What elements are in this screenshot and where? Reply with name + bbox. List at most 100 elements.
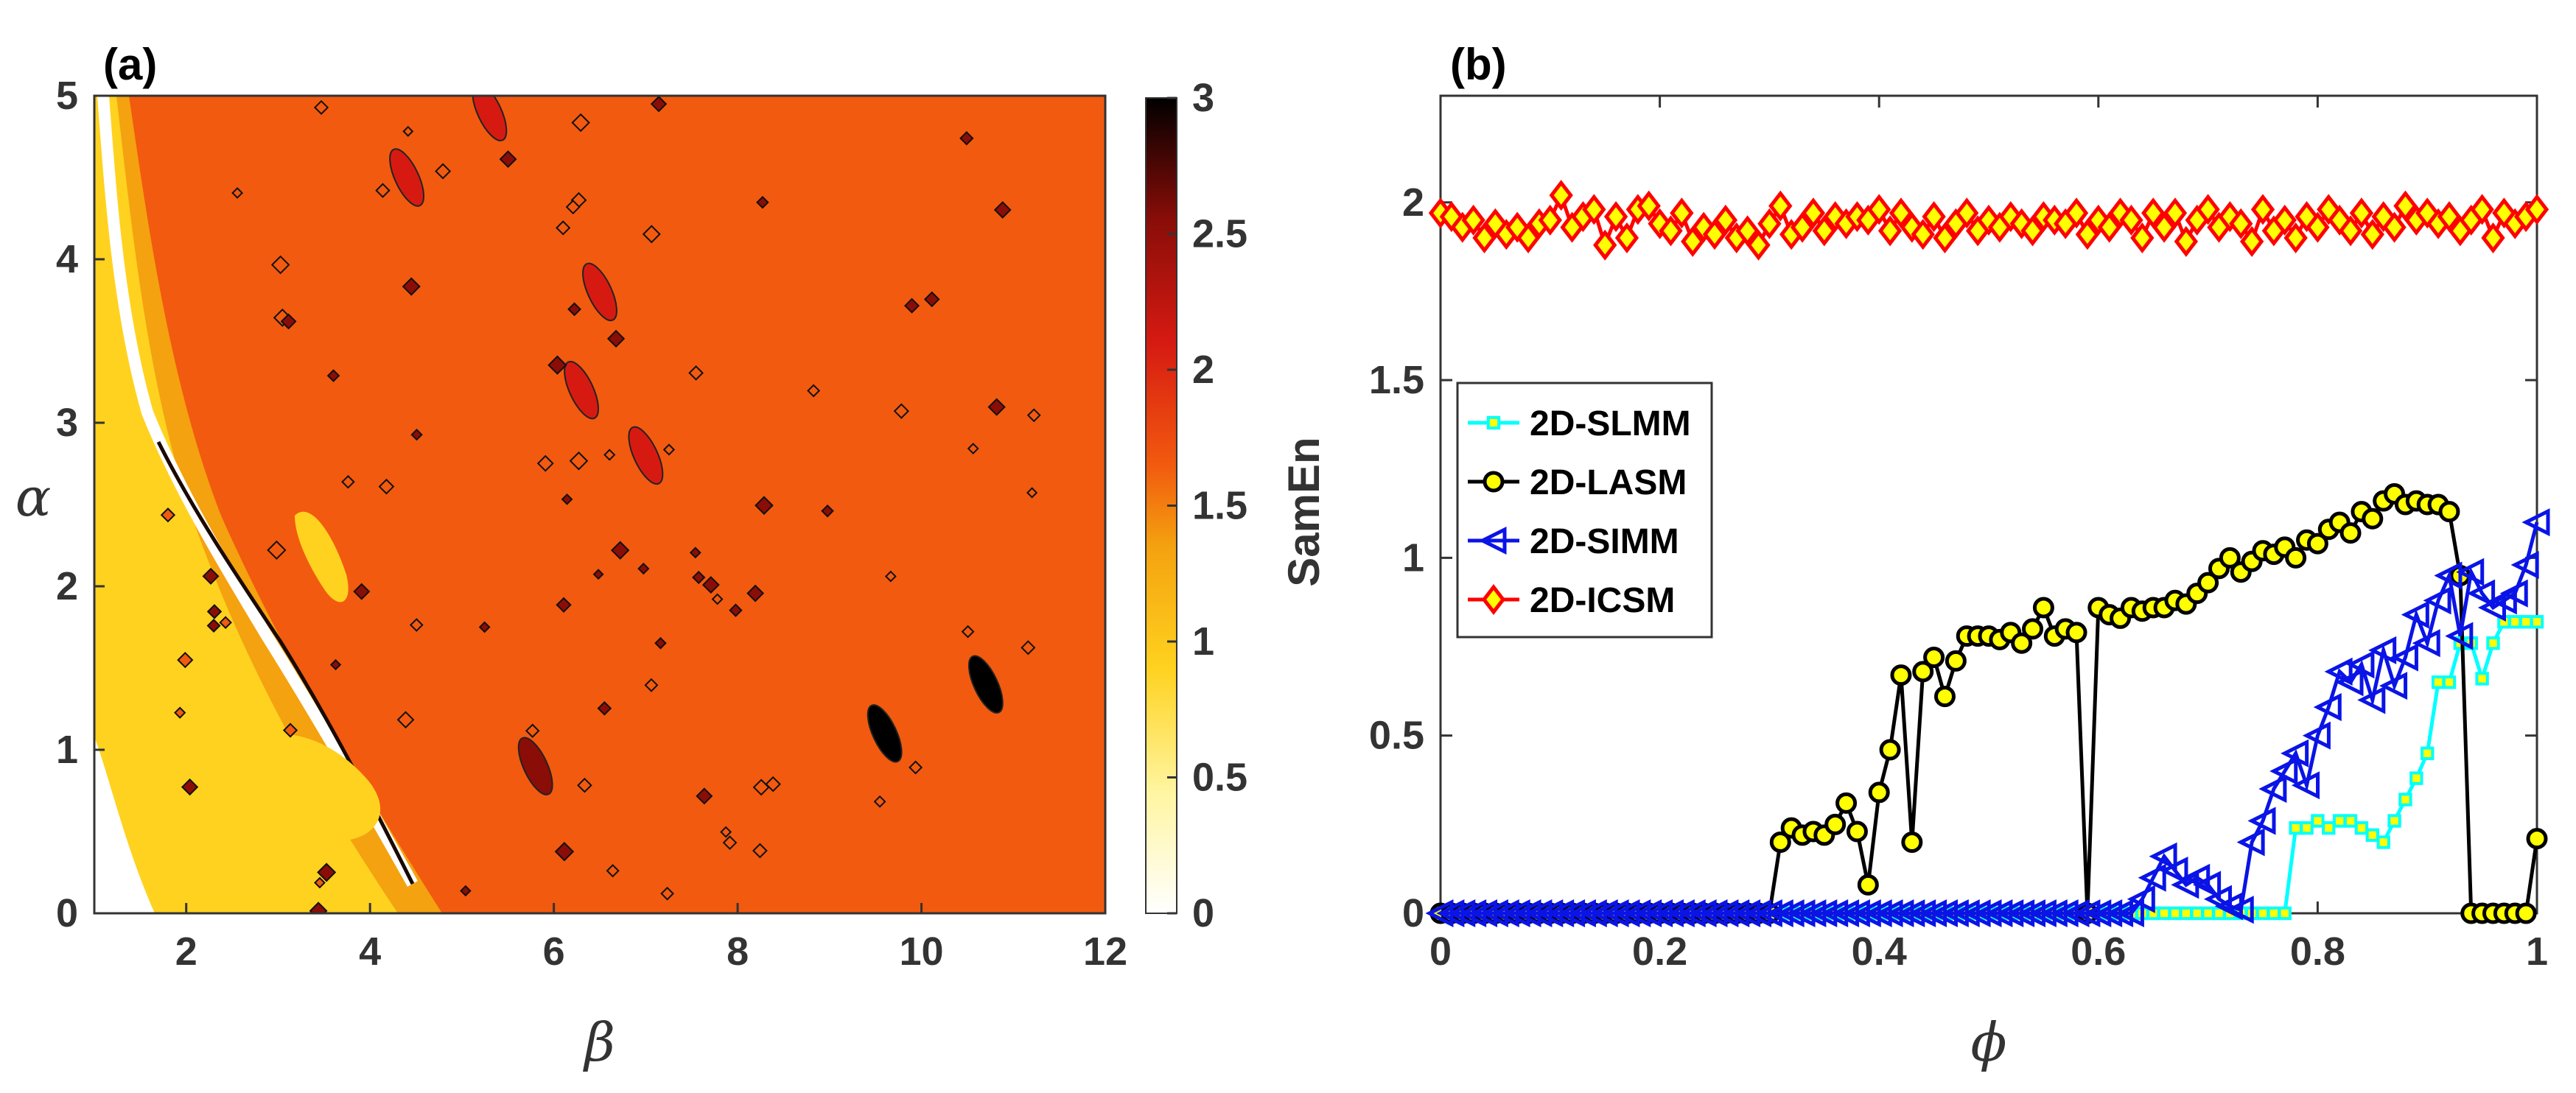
heatmap-contour-mark <box>565 199 581 215</box>
heatmap-contour-mark <box>606 329 626 348</box>
y-tick-label: 1 <box>56 728 78 772</box>
heatmap-contour-mark <box>909 760 923 775</box>
heatmap-contour-mark <box>206 619 221 633</box>
heatmap-contour-mark <box>556 597 572 613</box>
data-point <box>2065 622 2087 644</box>
heatmap-contour-mark <box>893 403 909 419</box>
heatmap-contour-mark <box>313 99 329 116</box>
y-tick-label: 1.5 <box>1369 358 1424 402</box>
data-point <box>2431 675 2446 689</box>
heatmap-contour-mark <box>499 150 517 169</box>
data-point <box>2434 561 2463 590</box>
x-tick-label: 1 <box>2526 929 2548 974</box>
heatmap-contour-mark <box>353 583 371 600</box>
heatmap-contour-mark <box>689 546 701 559</box>
heatmap-x-label: β <box>582 1011 615 1073</box>
heatmap-contour-mark <box>435 163 452 180</box>
y-tick-label: 3 <box>56 401 78 445</box>
data-point <box>2064 197 2089 229</box>
heatmap-contour-mark <box>280 313 297 330</box>
data-point <box>2247 806 2276 835</box>
heatmap-contour-mark <box>650 96 668 113</box>
heatmap-contour-mark <box>729 603 743 617</box>
line-plot-axes: 0 0.2 0.4 0.6 0.8 1 0 0.5 1 1.5 2 <box>1369 96 2548 974</box>
heatmap-contour-mark <box>317 862 337 882</box>
series-2D-ICSM <box>1428 180 2549 261</box>
data-point <box>2295 201 2319 233</box>
data-point <box>2201 906 2215 921</box>
y-tick-label: 1 <box>1402 535 1424 580</box>
data-point <box>1593 229 1617 261</box>
heatmap-contour-mark <box>460 885 472 897</box>
heatmap-field <box>94 96 1105 913</box>
data-point <box>2289 820 2303 835</box>
data-point <box>2335 668 2364 697</box>
heatmap-contour-mark <box>309 902 328 913</box>
series-2D-SIMM <box>1425 508 2550 928</box>
heatmap-contour-mark <box>654 636 667 650</box>
data-point <box>1713 204 1738 236</box>
heatmap-contour-mark <box>409 618 424 632</box>
data-point <box>2179 906 2194 921</box>
data-point <box>2255 906 2270 921</box>
data-point <box>1757 208 1782 239</box>
data-point <box>2390 643 2418 672</box>
data-point <box>1659 215 1683 247</box>
heatmap-contour-mark <box>402 125 414 137</box>
data-point <box>2258 775 2287 804</box>
data-point <box>1867 194 1891 225</box>
data-point <box>2519 615 2533 629</box>
data-point <box>2267 906 2281 921</box>
data-point <box>2368 636 2397 664</box>
heatmap-contour-mark <box>752 779 770 796</box>
x-tick-label: 0.2 <box>1632 929 1687 974</box>
data-point <box>2521 508 2550 537</box>
heatmap-contour-mark <box>722 835 738 850</box>
heatmap-spot <box>967 655 1004 714</box>
x-tick-label: 8 <box>727 929 749 974</box>
data-point <box>1889 197 1914 229</box>
data-point <box>2382 211 2407 243</box>
line-plot-series <box>1425 180 2550 928</box>
data-point <box>2438 501 2460 523</box>
heatmap-contour-mark <box>554 841 575 862</box>
data-point <box>1823 201 1847 233</box>
line-plot-x-label: ϕ <box>1970 1011 2006 1073</box>
data-point <box>2193 871 2222 899</box>
data-point <box>2530 615 2544 629</box>
data-point <box>2379 672 2408 700</box>
data-point <box>2322 820 2336 835</box>
heatmap-contour-mark <box>326 369 340 382</box>
heatmap-contour-mark <box>987 398 1006 416</box>
data-point <box>2306 211 2330 243</box>
data-point <box>1735 215 1760 247</box>
heatmap-contour-mark <box>567 302 581 317</box>
data-point <box>2346 650 2375 679</box>
data-point <box>2149 842 2177 871</box>
data-point <box>2515 902 2537 924</box>
heatmap-contour-mark <box>577 777 592 793</box>
data-point <box>1890 664 1912 686</box>
x-tick-label: 0.6 <box>2071 929 2126 974</box>
heatmap-contour-mark <box>903 298 920 314</box>
data-point <box>2401 600 2429 629</box>
data-point <box>1846 820 1868 843</box>
data-point <box>2219 546 2241 569</box>
data-point <box>1879 739 1901 761</box>
data-point <box>2526 828 2548 850</box>
data-point <box>2357 686 2386 714</box>
data-point <box>1933 686 1956 708</box>
line-plot-y-label: SamEn <box>1279 437 1329 586</box>
legend-entry-label: 2D-SLMM <box>1530 404 1691 443</box>
heatmap-contour-mark <box>711 593 724 605</box>
data-point <box>1998 201 2023 233</box>
heatmap-contour-mark <box>807 384 821 398</box>
data-point <box>2421 746 2435 761</box>
data-point <box>2022 618 2044 640</box>
data-point <box>2157 906 2171 921</box>
data-point <box>2302 721 2331 750</box>
heatmap-contour-mark <box>569 451 589 471</box>
heatmap-spot <box>564 360 599 420</box>
legend-entry-label: 2D-LASM <box>1530 463 1687 502</box>
